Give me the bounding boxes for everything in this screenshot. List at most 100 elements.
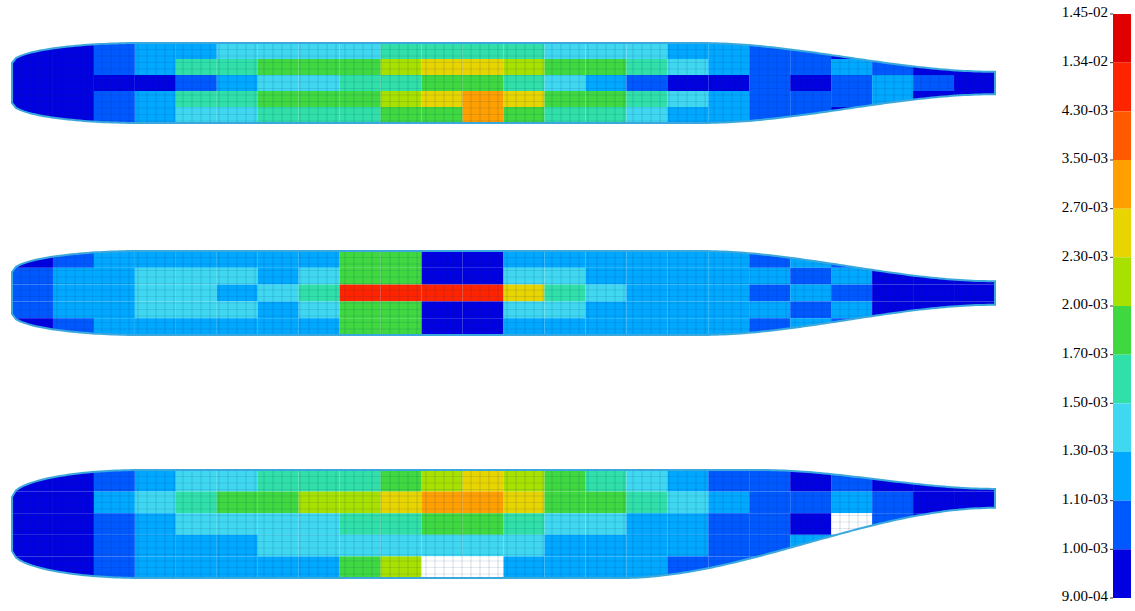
mesh-line xyxy=(12,69,995,70)
mesh-line xyxy=(867,470,868,578)
mesh-line xyxy=(75,43,76,123)
cell xyxy=(53,535,94,557)
cell xyxy=(135,251,176,268)
mesh-line xyxy=(858,251,859,335)
cell xyxy=(340,43,381,59)
mesh-line xyxy=(345,470,346,578)
mesh-line xyxy=(849,251,850,335)
mesh-line xyxy=(525,470,526,578)
mesh-line xyxy=(732,470,733,578)
mesh-line xyxy=(300,43,301,123)
mesh-line xyxy=(435,470,436,578)
mesh-line xyxy=(102,470,103,578)
mesh-line xyxy=(588,43,589,123)
cell xyxy=(913,513,954,535)
mesh-line xyxy=(516,470,517,578)
colorbar-label: 1.34-02 xyxy=(1062,53,1108,69)
cell xyxy=(12,285,53,302)
mesh-line xyxy=(903,251,904,335)
mesh-line xyxy=(885,43,886,123)
mesh-line xyxy=(777,43,778,123)
mesh-line xyxy=(993,251,994,335)
cell xyxy=(708,470,749,492)
cell xyxy=(176,556,217,578)
mesh-line xyxy=(921,470,922,578)
mesh-line xyxy=(363,43,364,123)
cell xyxy=(135,91,176,107)
mesh-line xyxy=(291,43,292,123)
mesh-line xyxy=(66,43,67,123)
cell xyxy=(626,513,667,535)
colorbar-band xyxy=(1113,63,1131,112)
cell xyxy=(422,513,463,535)
cell xyxy=(135,513,176,535)
mesh-line xyxy=(228,470,229,578)
cell xyxy=(176,285,217,302)
colorbar-label: 9.00-04 xyxy=(1062,588,1109,604)
mesh-line xyxy=(750,470,751,578)
mesh-line xyxy=(12,316,995,317)
cell xyxy=(299,513,340,535)
mesh-line xyxy=(318,470,319,578)
mesh-line xyxy=(984,251,985,335)
mesh-line xyxy=(444,43,445,123)
mesh-line xyxy=(12,522,995,523)
mesh-line xyxy=(678,43,679,123)
cell xyxy=(831,91,872,107)
mesh-line xyxy=(696,43,697,123)
cell xyxy=(667,107,708,123)
mesh-line xyxy=(867,251,868,335)
mesh-line xyxy=(723,470,724,578)
cell xyxy=(667,251,708,268)
mesh-line xyxy=(399,470,400,578)
mesh-line xyxy=(12,283,995,284)
cell xyxy=(708,285,749,302)
mesh-line xyxy=(12,509,995,510)
mesh-line xyxy=(12,264,995,265)
colorbar-band xyxy=(1113,355,1131,404)
cell xyxy=(340,301,381,318)
mesh-line xyxy=(237,470,238,578)
cell xyxy=(954,513,995,535)
cell xyxy=(12,535,53,557)
mesh-line xyxy=(219,470,220,578)
mesh-line xyxy=(12,502,995,503)
cell xyxy=(831,470,872,492)
mesh-line xyxy=(255,43,256,123)
cell xyxy=(381,535,422,557)
colorbar-label: 1.30-03 xyxy=(1062,442,1108,458)
cell xyxy=(422,301,463,318)
cell-group xyxy=(12,470,995,578)
mesh-line xyxy=(210,470,211,578)
mesh-line xyxy=(633,43,634,123)
mesh-line xyxy=(966,251,967,335)
mesh-line xyxy=(588,470,589,578)
cell xyxy=(626,301,667,318)
colorbar-band xyxy=(1113,403,1131,452)
mesh xyxy=(12,251,995,335)
cell xyxy=(135,301,176,318)
mesh-line xyxy=(174,43,175,123)
mesh-line xyxy=(246,43,247,123)
mesh-line xyxy=(912,470,913,578)
cell xyxy=(749,301,790,318)
cell xyxy=(504,59,545,75)
cell xyxy=(299,318,340,335)
mesh-line xyxy=(12,121,995,122)
mesh-line xyxy=(858,43,859,123)
mesh-line xyxy=(129,470,130,578)
cell xyxy=(463,301,504,318)
mesh-line xyxy=(561,43,562,123)
cell xyxy=(504,470,545,492)
mesh-line xyxy=(912,43,913,123)
mesh-line xyxy=(705,43,706,123)
cell xyxy=(667,535,708,557)
mesh-line xyxy=(678,470,679,578)
mesh-line xyxy=(768,43,769,123)
mesh-line xyxy=(660,470,661,578)
cell xyxy=(831,535,872,557)
cell xyxy=(135,318,176,335)
mesh-line xyxy=(336,470,337,578)
colorbar-label: 4.30-03 xyxy=(1062,102,1108,118)
mesh-line xyxy=(12,535,995,536)
